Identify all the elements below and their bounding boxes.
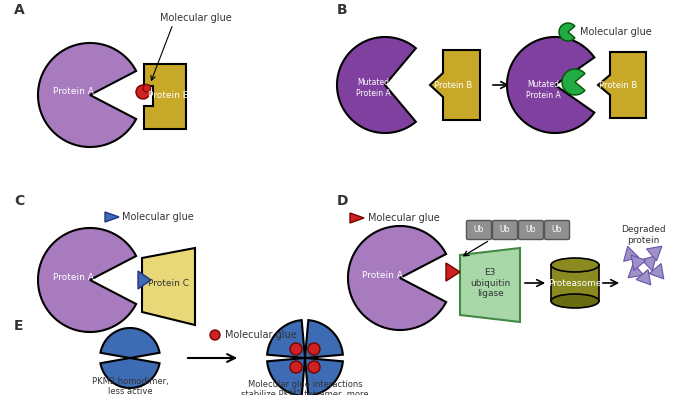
Polygon shape xyxy=(641,256,656,271)
Text: Protein A: Protein A xyxy=(53,88,93,96)
Text: Protein C: Protein C xyxy=(148,278,188,288)
Polygon shape xyxy=(38,43,136,147)
Text: Protein A: Protein A xyxy=(53,273,93,282)
Polygon shape xyxy=(337,37,416,133)
Polygon shape xyxy=(430,50,480,120)
Text: Molecular glue interactions
stabilize PKM2 tetramer, more
active: Molecular glue interactions stabilize PK… xyxy=(241,380,369,395)
Text: Proteasome: Proteasome xyxy=(548,278,601,288)
Circle shape xyxy=(210,330,220,340)
FancyBboxPatch shape xyxy=(518,220,543,239)
Polygon shape xyxy=(636,269,651,285)
Polygon shape xyxy=(138,271,151,289)
Text: Molecular glue: Molecular glue xyxy=(160,13,232,23)
Polygon shape xyxy=(507,37,594,133)
FancyBboxPatch shape xyxy=(493,220,518,239)
Circle shape xyxy=(136,85,150,99)
Text: D: D xyxy=(337,194,348,208)
Text: Protein B: Protein B xyxy=(148,92,188,100)
Polygon shape xyxy=(305,320,343,358)
Circle shape xyxy=(290,361,302,373)
Polygon shape xyxy=(348,226,446,330)
Polygon shape xyxy=(267,358,305,395)
Text: Ub: Ub xyxy=(474,226,484,235)
Text: Ub: Ub xyxy=(500,226,510,235)
Text: Protein B: Protein B xyxy=(434,81,472,90)
Polygon shape xyxy=(101,358,159,388)
Polygon shape xyxy=(562,69,585,95)
Text: Mutated
Protein A: Mutated Protein A xyxy=(526,80,560,100)
Text: Molecular glue: Molecular glue xyxy=(368,213,439,223)
Text: E3
ubiquitin
ligase: E3 ubiquitin ligase xyxy=(470,268,510,298)
Text: Protein A: Protein A xyxy=(362,271,402,280)
Polygon shape xyxy=(460,248,520,322)
Ellipse shape xyxy=(551,258,599,272)
Polygon shape xyxy=(624,246,639,261)
Polygon shape xyxy=(350,213,364,223)
Circle shape xyxy=(308,343,320,355)
Polygon shape xyxy=(647,246,662,261)
Text: PKM2 homodimer,
less active: PKM2 homodimer, less active xyxy=(92,377,168,395)
Polygon shape xyxy=(305,358,343,395)
Text: Degraded
protein: Degraded protein xyxy=(621,225,666,245)
Text: A: A xyxy=(14,3,25,17)
Polygon shape xyxy=(267,320,305,358)
Polygon shape xyxy=(631,255,646,271)
Polygon shape xyxy=(559,23,575,41)
Polygon shape xyxy=(38,228,136,332)
Polygon shape xyxy=(649,263,664,279)
Polygon shape xyxy=(144,64,186,128)
Circle shape xyxy=(290,343,302,355)
Text: C: C xyxy=(14,194,24,208)
Bar xyxy=(551,265,599,301)
Ellipse shape xyxy=(551,294,599,308)
Text: Mutated
Protein A: Mutated Protein A xyxy=(356,78,390,98)
FancyBboxPatch shape xyxy=(466,220,491,239)
Text: Molecular glue: Molecular glue xyxy=(580,27,652,37)
Polygon shape xyxy=(142,248,195,325)
Text: Molecular glue: Molecular glue xyxy=(225,330,297,340)
Text: E: E xyxy=(14,319,24,333)
Polygon shape xyxy=(446,263,460,281)
Text: Ub: Ub xyxy=(552,226,562,235)
FancyBboxPatch shape xyxy=(545,220,570,239)
Circle shape xyxy=(308,361,320,373)
Polygon shape xyxy=(598,52,646,118)
Polygon shape xyxy=(628,263,643,278)
Text: Molecular glue: Molecular glue xyxy=(122,212,194,222)
Circle shape xyxy=(143,84,151,92)
Polygon shape xyxy=(105,212,119,222)
Text: Protein B: Protein B xyxy=(599,81,637,90)
Text: Ub: Ub xyxy=(526,226,536,235)
Polygon shape xyxy=(101,328,159,358)
Text: B: B xyxy=(337,3,348,17)
